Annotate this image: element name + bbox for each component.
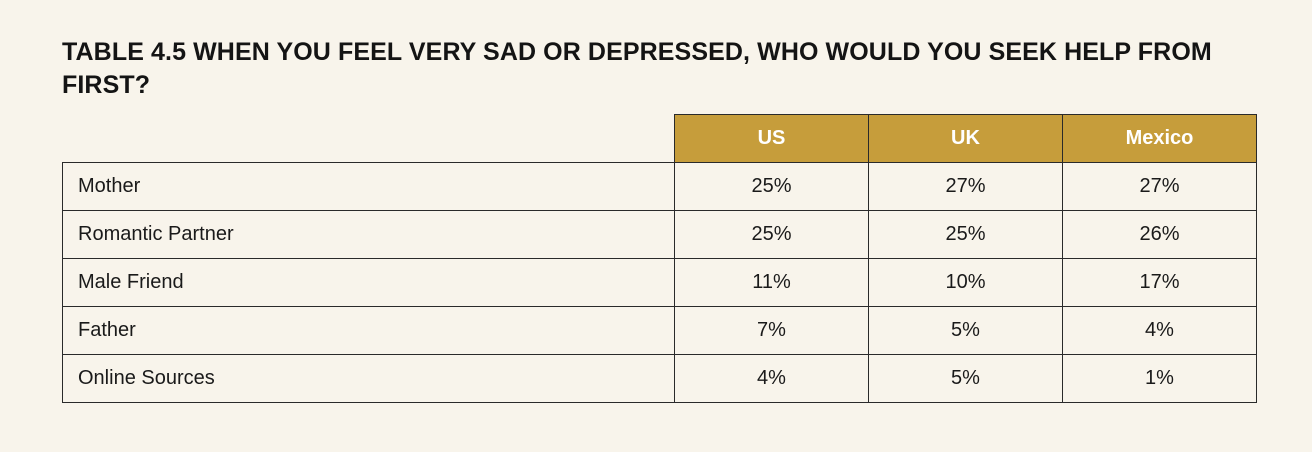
column-header-uk: UK	[868, 114, 1063, 163]
cell-mexico: 26%	[1062, 209, 1257, 259]
cell-uk: 25%	[868, 209, 1063, 259]
cell-mexico: 1%	[1062, 353, 1257, 403]
header-row: US UK Mexico	[63, 114, 1257, 163]
row-label: Online Sources	[62, 353, 675, 403]
row-label: Male Friend	[62, 257, 675, 307]
column-header-us: US	[674, 114, 869, 163]
table-row: Male Friend 11% 10% 17%	[62, 257, 1257, 307]
cell-us: 25%	[674, 161, 869, 211]
table-row: Mother 25% 27% 27%	[62, 161, 1257, 211]
cell-us: 4%	[674, 353, 869, 403]
cell-mexico: 4%	[1062, 305, 1257, 355]
cell-mexico: 27%	[1062, 161, 1257, 211]
table-row: Online Sources 4% 5% 1%	[62, 353, 1257, 403]
cell-us: 7%	[674, 305, 869, 355]
cell-uk: 27%	[868, 161, 1063, 211]
survey-table: US UK Mexico Mother 25% 27% 27% Romantic…	[62, 114, 1257, 403]
table-row: Romantic Partner 25% 25% 26%	[62, 209, 1257, 259]
row-label: Mother	[62, 161, 675, 211]
table-title: TABLE 4.5 WHEN YOU FEEL VERY SAD OR DEPR…	[62, 38, 1212, 99]
cell-us: 25%	[674, 209, 869, 259]
column-header-mexico: Mexico	[1062, 114, 1257, 163]
table-row: Father 7% 5% 4%	[62, 305, 1257, 355]
cell-mexico: 17%	[1062, 257, 1257, 307]
cell-uk: 5%	[868, 353, 1063, 403]
row-label: Romantic Partner	[62, 209, 675, 259]
cell-us: 11%	[674, 257, 869, 307]
cell-uk: 5%	[868, 305, 1063, 355]
row-label: Father	[62, 305, 675, 355]
header-blank-cell	[63, 115, 675, 163]
cell-uk: 10%	[868, 257, 1063, 307]
